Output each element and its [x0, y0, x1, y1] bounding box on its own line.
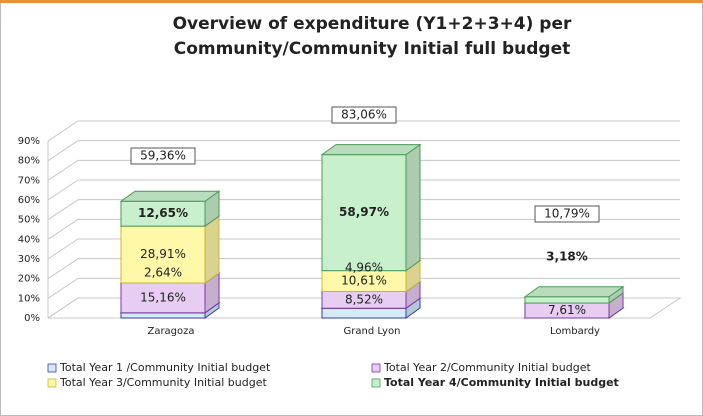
data-label: 10,61%	[341, 274, 387, 288]
total-label: 59,36%	[140, 149, 186, 163]
bar-side	[204, 215, 220, 284]
x-tick-label: Lombardy	[550, 326, 600, 337]
grid-line	[47, 218, 680, 240]
y-tick-label: 20%	[18, 274, 40, 285]
data-label: 28,91%	[140, 247, 186, 261]
grid-line	[47, 258, 680, 280]
y-tick-label: 60%	[18, 195, 40, 206]
data-label: 8,52%	[345, 292, 383, 306]
data-label: 7,61%	[548, 303, 586, 317]
y-tick-label: 30%	[18, 254, 40, 265]
grid-line	[47, 140, 680, 162]
data-label: 3,18%	[546, 249, 588, 263]
bar-segment	[120, 312, 206, 319]
bar-top	[119, 190, 221, 202]
total-box	[534, 205, 600, 223]
data-label: 4,96%	[345, 261, 383, 275]
y-tick-label: 0%	[24, 313, 40, 324]
x-tick-label: Zaragoza	[147, 326, 194, 337]
legend-label: Total Year 4/Community Initial budget	[384, 376, 619, 389]
chart-title: Community/Community Initial full budget	[174, 39, 571, 59]
y-tick-label: 70%	[18, 175, 40, 186]
data-label: 2,64%	[144, 265, 182, 279]
bar-segment	[321, 307, 407, 319]
grid-line	[47, 159, 680, 181]
bar-top	[320, 144, 422, 156]
grid-line	[47, 297, 680, 319]
bar-side	[405, 143, 421, 272]
total-box	[331, 106, 397, 124]
bar-segment	[321, 154, 407, 272]
bar-segment	[120, 200, 206, 227]
legend-swatch	[47, 378, 57, 388]
y-tick-label: 10%	[18, 293, 40, 304]
y-tick-label: 90%	[18, 136, 40, 147]
grid-line	[47, 179, 680, 201]
legend-swatch	[371, 363, 381, 373]
bar-segment	[120, 225, 206, 284]
data-label: 58,97%	[339, 205, 389, 219]
legend-swatch	[47, 363, 57, 373]
grid-line	[47, 120, 680, 142]
total-label: 83,06%	[341, 108, 387, 122]
data-label: 15,16%	[140, 290, 186, 304]
x-tick-label: Grand Lyon	[344, 326, 401, 337]
y-tick-label: 50%	[18, 215, 40, 226]
legend-swatch	[371, 378, 381, 388]
legend-label: Total Year 1 /Community Initial budget	[59, 361, 271, 374]
y-tick-label: 80%	[18, 156, 40, 167]
bar-segment	[120, 282, 206, 314]
total-label: 10,79%	[544, 207, 590, 221]
bar-top	[523, 286, 625, 298]
data-label: 12,65%	[138, 206, 188, 220]
legend-label: Total Year 3/Community Initial budget	[59, 376, 267, 389]
chart-title: Overview of expenditure (Y1+2+3+4) per	[173, 14, 572, 34]
grid-line	[47, 277, 680, 299]
legend-label: Total Year 2/Community Initial budget	[383, 361, 591, 374]
y-tick-label: 40%	[18, 234, 40, 245]
total-box	[130, 147, 196, 165]
grid-line	[47, 238, 680, 260]
grid-line	[47, 199, 680, 221]
